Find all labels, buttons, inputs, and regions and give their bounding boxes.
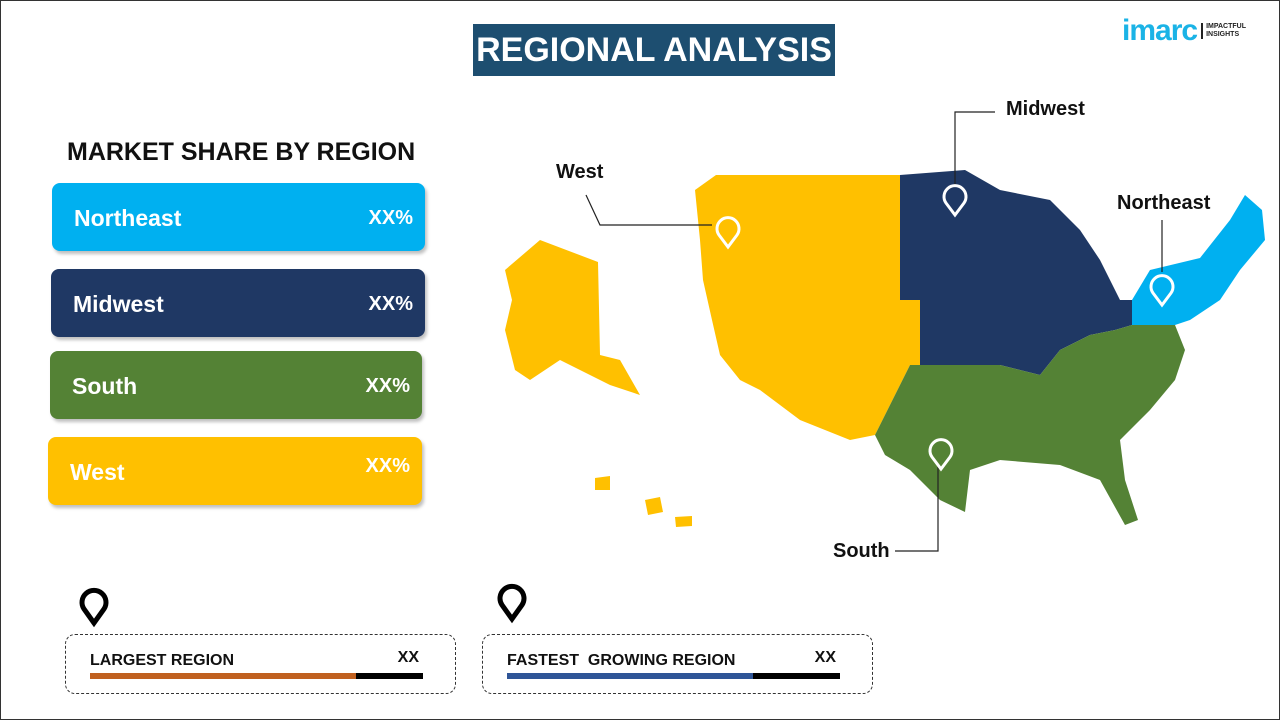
- region-name: Northeast: [74, 205, 182, 231]
- region-name: South: [72, 373, 138, 399]
- card-label: LARGEST REGION: [90, 652, 235, 669]
- region-value: XX%: [368, 293, 413, 315]
- map-region-south: [875, 325, 1185, 525]
- largest-region-card: LARGEST REGION XX: [65, 634, 456, 694]
- fastest-growing-region-card: FASTEST GROWING REGION XX: [482, 634, 873, 694]
- region-bar-south: South XX%: [50, 351, 422, 419]
- imarc-logo: imarc IMPACTFUL INSIGHTS: [1122, 14, 1253, 48]
- progress-fill: [507, 673, 754, 679]
- region-bar-northeast: Northeast XX%: [52, 183, 425, 251]
- location-pin-icon: [79, 583, 527, 628]
- map-region-alaska: [505, 240, 640, 395]
- card-value: XX: [814, 649, 836, 666]
- map-region-hawaii: [595, 476, 610, 490]
- region-value: XX%: [368, 207, 413, 229]
- map-region-west: [695, 175, 920, 440]
- map-label-west: West: [556, 161, 604, 183]
- map-region-hawaii: [645, 497, 663, 515]
- map-label-northeast: Northeast: [1117, 192, 1211, 214]
- progress-fill: [90, 673, 357, 679]
- map-region-midwest: [900, 170, 1132, 375]
- region-bar-midwest: Midwest XX%: [51, 269, 425, 337]
- map-label-midwest: Midwest: [1006, 98, 1085, 120]
- region-name: West: [70, 459, 125, 485]
- logo-tagline: IMPACTFUL INSIGHTS: [1201, 23, 1253, 39]
- progress-track: [507, 673, 840, 679]
- region-name: Midwest: [73, 291, 164, 317]
- progress-track: [90, 673, 423, 679]
- region-value: XX%: [365, 455, 410, 477]
- page-title: REGIONAL ANALYSIS: [473, 24, 835, 76]
- map-label-south: South: [833, 540, 890, 562]
- card-label: FASTEST GROWING REGION: [507, 652, 736, 669]
- logo-word: imarc: [1122, 14, 1198, 47]
- map-pin-icon: [715, 184, 1175, 472]
- map-region-hawaii: [675, 516, 692, 527]
- market-share-title: MARKET SHARE BY REGION: [67, 138, 416, 166]
- region-bar-west: West XX%: [48, 437, 422, 505]
- map-region-northeast: [1132, 195, 1265, 325]
- card-value: XX: [397, 649, 419, 666]
- region-value: XX%: [365, 375, 410, 397]
